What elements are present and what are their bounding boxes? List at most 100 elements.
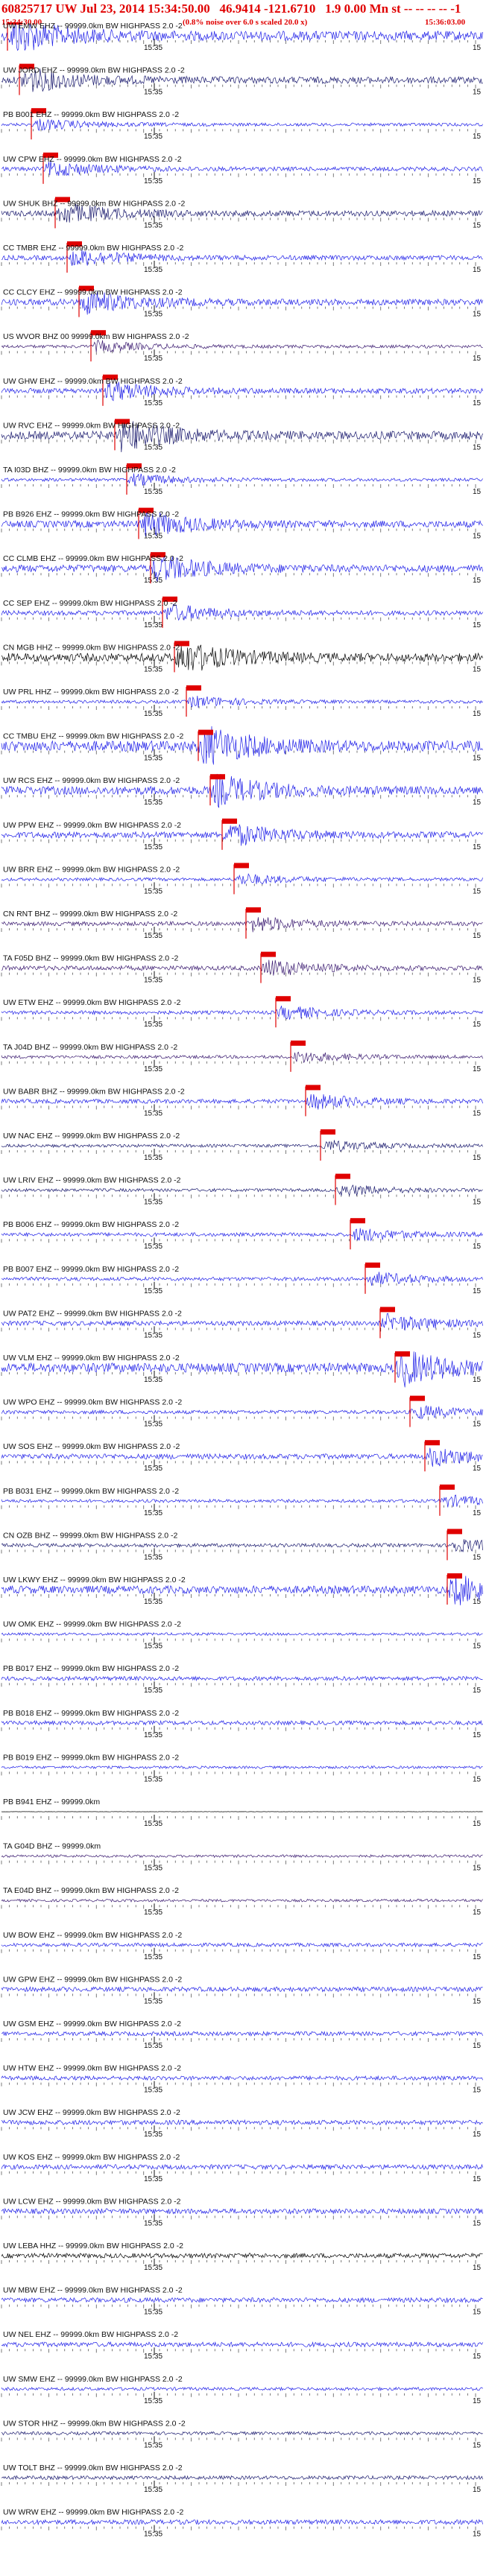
trace-label: CN MGB HHZ -- 99999.0km BW HIGHPASS 2.0 … xyxy=(3,643,180,652)
pick-marker xyxy=(103,374,118,380)
time-ticks xyxy=(1,883,476,888)
minute-tick-label: 15:35 xyxy=(144,1553,162,1561)
trace-waveform xyxy=(1,2030,483,2037)
pick-marker xyxy=(162,596,177,602)
time-ticks xyxy=(1,1549,476,1554)
edge-tick-label: 15 xyxy=(473,2309,482,2317)
minute-tick-label: 15:35 xyxy=(144,133,162,141)
trace-label: PB B018 EHZ -- 99999.0km BW HIGHPASS 2.0… xyxy=(3,1709,179,1718)
trace-waveform xyxy=(1,1494,483,1508)
trace-waveform xyxy=(1,773,483,808)
trace-label: UW NAC EHZ -- 99999.0km BW HIGHPASS 2.0 … xyxy=(3,1132,180,1141)
minute-tick-label: 15:35 xyxy=(144,1598,162,1606)
trace-row: 15:35 15 UW LKWY EHZ -- 99999.0km BW HIGHP… xyxy=(1,1573,483,1606)
trace-row: 15:35 15 UW BABR BHZ -- 99999.0km BW HIGHP… xyxy=(1,1085,483,1117)
trace-waveform xyxy=(1,2519,483,2526)
minute-tick-label: 15:35 xyxy=(144,1421,162,1429)
trace-waveform xyxy=(1,118,483,131)
time-ticks xyxy=(1,351,476,355)
trace-waveform xyxy=(1,339,483,353)
trace-waveform xyxy=(1,1853,483,1859)
minute-tick-label: 15:35 xyxy=(144,2042,162,2050)
minute-tick-label: 15:35 xyxy=(144,44,162,52)
minute-tick-label: 15:35 xyxy=(144,177,162,185)
pick-marker xyxy=(350,1218,365,1224)
time-ticks xyxy=(1,1105,476,1110)
edge-tick-label: 15 xyxy=(473,1421,482,1429)
minute-tick-label: 15:35 xyxy=(144,1199,162,1207)
trace-waveform xyxy=(1,1986,483,1993)
trace-waveform xyxy=(1,68,483,92)
edge-tick-label: 15 xyxy=(473,2175,482,2183)
time-ticks xyxy=(1,1905,476,1909)
minute-tick-label: 15:35 xyxy=(144,1687,162,1695)
edge-tick-label: 15 xyxy=(473,577,482,585)
trace-row: 15:35 15 CN MGB HHZ -- 99999.0km BW HIGHPA… xyxy=(1,641,483,673)
trace-waveform xyxy=(1,421,483,453)
edge-tick-label: 15 xyxy=(473,621,482,629)
trace-waveform xyxy=(1,873,483,885)
edge-tick-label: 15 xyxy=(473,2486,482,2494)
trace-label: CC SEP EHZ -- 99999.0km BW HIGHPASS 2.0 … xyxy=(3,599,177,608)
edge-tick-label: 15 xyxy=(473,1865,482,1873)
edge-tick-label: 15 xyxy=(473,177,482,185)
pick-marker xyxy=(335,1173,350,1179)
trace-row: 15:35 15 UW LCW EHZ -- 99999.0km BW HIGHPA… xyxy=(1,2197,483,2227)
trace-row: 15:35 15 UW SMW EHZ -- 99999.0km BW HIGHPA… xyxy=(1,2375,483,2405)
trace-waveform xyxy=(1,1184,483,1196)
time-ticks xyxy=(1,928,476,932)
trace-label: UW VLM EHZ -- 99999.0km BW HIGHPASS 2.0 … xyxy=(3,1354,180,1362)
time-ticks xyxy=(1,173,476,177)
edge-tick-label: 15 xyxy=(473,2531,482,2539)
time-ticks xyxy=(1,2215,476,2220)
trace-label: US WVOR BHZ 00 99999.0km BW HIGHPASS 2.0… xyxy=(3,332,189,341)
trace-waveform xyxy=(1,2252,483,2259)
time-ticks xyxy=(1,1993,476,1998)
trace-row: 15:35 15 PB B926 EHZ -- 99999.0km BW HIGHP… xyxy=(1,507,483,541)
minute-tick-label: 15:35 xyxy=(144,443,162,451)
time-ticks xyxy=(1,1372,476,1376)
minute-tick-label: 15:35 xyxy=(144,2219,162,2227)
trace-waveform xyxy=(1,959,483,976)
trace-row: 15:35 15 UW HTW EHZ -- 99999.0km BW HIGHPA… xyxy=(1,2064,483,2095)
pick-marker xyxy=(7,22,22,25)
edge-tick-label: 15 xyxy=(473,932,482,940)
edge-tick-label: 15 xyxy=(473,799,482,807)
minute-tick-label: 15:35 xyxy=(144,710,162,718)
trace-waveform xyxy=(1,2075,483,2081)
trace-waveform xyxy=(1,916,483,933)
edge-tick-label: 15 xyxy=(473,1775,482,1783)
minute-tick-label: 15:35 xyxy=(144,2531,162,2539)
edge-tick-label: 15 xyxy=(473,2219,482,2227)
time-ticks xyxy=(1,1283,476,1287)
minute-tick-label: 15:35 xyxy=(144,2175,162,2183)
minute-tick-label: 15:35 xyxy=(144,1021,162,1029)
trace-label: UW BABR BHZ -- 99999.0km BW HIGHPASS 2.0… xyxy=(3,1087,185,1096)
trace-row: 15:35 15 PB B006 EHZ -- 99999.0km BW HIGHP… xyxy=(1,1218,483,1251)
pick-marker xyxy=(246,907,261,913)
minute-tick-label: 15:35 xyxy=(144,2309,162,2317)
trace-label: UW SMW EHZ -- 99999.0km BW HIGHPASS 2.0 … xyxy=(3,2375,183,2384)
time-ticks xyxy=(1,2304,476,2309)
trace-label: CC TMBR EHZ -- 99999.0km BW HIGHPASS 2.0… xyxy=(3,244,183,253)
trace-label: PB B031 EHZ -- 99999.0km BW HIGHPASS 2.0… xyxy=(3,1487,179,1496)
minute-tick-label: 15:35 xyxy=(144,1909,162,1917)
trace-row: 15:35 15 UW JORD EHZ -- 99999.0km BW HIGHP… xyxy=(1,63,483,97)
time-ticks xyxy=(1,2393,476,2397)
time-ticks xyxy=(1,1239,476,1243)
time-ticks xyxy=(1,2171,476,2175)
trace-row: 15:35 15 UW CPW EHZ -- 99999.0km BW HIGHPA… xyxy=(1,152,483,185)
trace-label: UW PAT2 EHZ -- 99999.0km BW HIGHPASS 2.0… xyxy=(3,1309,182,1318)
trace-waveform xyxy=(1,1006,483,1020)
trace-group: 15:35 15 UW EMW EHZ -- 99999.0km BW HIGHPA… xyxy=(1,22,483,2539)
pick-marker xyxy=(440,1484,455,1490)
trace-waveform xyxy=(1,1942,483,1948)
trace-row: 15:35 15 UW PPW EHZ -- 99999.0km BW HIGHPA… xyxy=(1,818,483,851)
edge-tick-label: 15 xyxy=(473,399,482,407)
trace-label: UW STOR HHZ -- 99999.0km BW HIGHPASS 2.0… xyxy=(3,2419,186,2428)
trace-label: UW SOS EHZ -- 99999.0km BW HIGHPASS 2.0 … xyxy=(3,1442,180,1451)
time-ticks xyxy=(1,2482,476,2486)
edge-tick-label: 15 xyxy=(473,44,482,52)
edge-tick-label: 15 xyxy=(473,1953,482,1961)
time-ticks xyxy=(1,218,476,222)
